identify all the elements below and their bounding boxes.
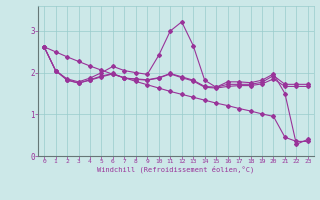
X-axis label: Windchill (Refroidissement éolien,°C): Windchill (Refroidissement éolien,°C) (97, 166, 255, 173)
